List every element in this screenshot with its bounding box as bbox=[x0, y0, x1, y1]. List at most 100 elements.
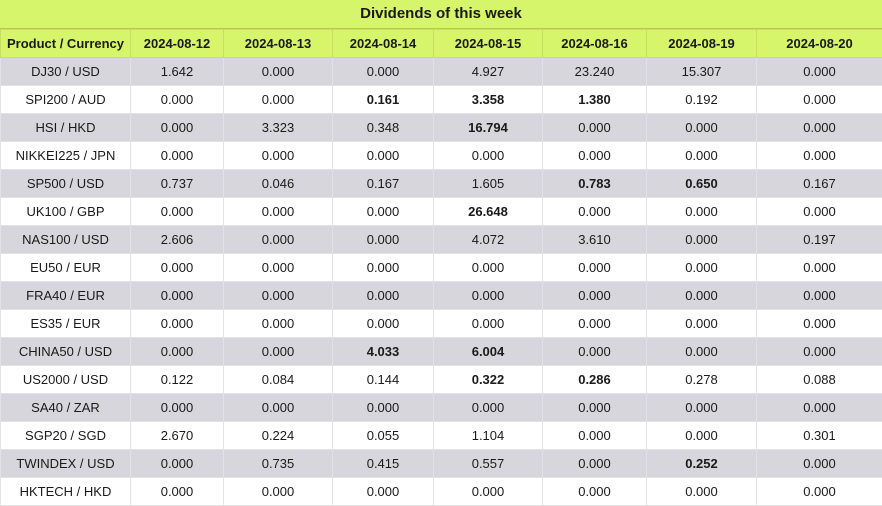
dividend-cell: 0.000 bbox=[224, 58, 333, 86]
product-cell: HKTECH / HKD bbox=[1, 478, 131, 506]
dividend-cell: 0.000 bbox=[333, 198, 434, 226]
dividend-cell: 0.161 bbox=[333, 86, 434, 114]
dividend-cell: 0.122 bbox=[131, 366, 224, 394]
dividend-cell: 0.000 bbox=[647, 394, 757, 422]
dividend-cell: 0.278 bbox=[647, 366, 757, 394]
product-cell: HSI / HKD bbox=[1, 114, 131, 142]
dividend-cell: 4.927 bbox=[434, 58, 543, 86]
dividend-cell: 0.000 bbox=[543, 338, 647, 366]
dividend-cell: 0.000 bbox=[757, 114, 882, 142]
dividend-cell: 0.000 bbox=[434, 142, 543, 170]
dividend-cell: 3.610 bbox=[543, 226, 647, 254]
dividend-cell: 0.000 bbox=[333, 226, 434, 254]
dividend-cell: 0.000 bbox=[757, 310, 882, 338]
dividend-cell: 3.358 bbox=[434, 86, 543, 114]
product-cell: UK100 / GBP bbox=[1, 198, 131, 226]
dividend-cell: 0.286 bbox=[543, 366, 647, 394]
dividend-cell: 1.642 bbox=[131, 58, 224, 86]
product-cell: ES35 / EUR bbox=[1, 310, 131, 338]
dividend-cell: 0.650 bbox=[647, 170, 757, 198]
dividend-cell: 0.000 bbox=[224, 226, 333, 254]
column-header-date: 2024-08-16 bbox=[543, 30, 647, 58]
dividend-cell: 0.000 bbox=[131, 198, 224, 226]
dividend-cell: 0.000 bbox=[647, 198, 757, 226]
dividend-cell: 0.000 bbox=[434, 282, 543, 310]
product-cell: SP500 / USD bbox=[1, 170, 131, 198]
dividend-cell: 0.000 bbox=[333, 478, 434, 506]
dividend-cell: 0.000 bbox=[224, 254, 333, 282]
dividend-cell: 6.004 bbox=[434, 338, 543, 366]
dividend-cell: 0.783 bbox=[543, 170, 647, 198]
dividend-cell: 0.192 bbox=[647, 86, 757, 114]
dividend-cell: 0.000 bbox=[647, 422, 757, 450]
dividend-cell: 0.000 bbox=[224, 142, 333, 170]
dividend-cell: 0.000 bbox=[333, 310, 434, 338]
dividend-cell: 0.737 bbox=[131, 170, 224, 198]
dividend-cell: 0.055 bbox=[333, 422, 434, 450]
dividend-cell: 0.000 bbox=[224, 86, 333, 114]
dividend-cell: 2.606 bbox=[131, 226, 224, 254]
dividend-cell: 0.000 bbox=[131, 142, 224, 170]
dividend-cell: 0.000 bbox=[757, 394, 882, 422]
dividend-cell: 0.000 bbox=[434, 394, 543, 422]
dividend-cell: 0.000 bbox=[333, 142, 434, 170]
dividend-cell: 0.000 bbox=[434, 310, 543, 338]
dividend-cell: 0.000 bbox=[543, 282, 647, 310]
product-cell: NAS100 / USD bbox=[1, 226, 131, 254]
column-header-date: 2024-08-12 bbox=[131, 30, 224, 58]
dividend-cell: 0.000 bbox=[224, 478, 333, 506]
dividend-cell: 0.000 bbox=[757, 450, 882, 478]
dividend-cell: 4.072 bbox=[434, 226, 543, 254]
dividend-cell: 0.000 bbox=[543, 422, 647, 450]
product-cell: SPI200 / AUD bbox=[1, 86, 131, 114]
dividend-cell: 0.088 bbox=[757, 366, 882, 394]
dividend-cell: 0.000 bbox=[647, 282, 757, 310]
dividend-cell: 0.000 bbox=[543, 114, 647, 142]
dividend-cell: 0.000 bbox=[647, 142, 757, 170]
dividend-cell: 0.167 bbox=[333, 170, 434, 198]
dividend-cell: 4.033 bbox=[333, 338, 434, 366]
dividend-cell: 0.000 bbox=[131, 338, 224, 366]
dividend-cell: 0.000 bbox=[647, 254, 757, 282]
column-header-date: 2024-08-14 bbox=[333, 30, 434, 58]
dividend-cell: 16.794 bbox=[434, 114, 543, 142]
dividend-cell: 0.000 bbox=[543, 450, 647, 478]
dividend-cell: 0.000 bbox=[131, 310, 224, 338]
dividend-cell: 0.301 bbox=[757, 422, 882, 450]
dividend-cell: 0.000 bbox=[224, 338, 333, 366]
product-cell: US2000 / USD bbox=[1, 366, 131, 394]
dividend-cell: 26.648 bbox=[434, 198, 543, 226]
product-cell: FRA40 / EUR bbox=[1, 282, 131, 310]
column-header-date: 2024-08-19 bbox=[647, 30, 757, 58]
dividend-cell: 0.000 bbox=[757, 282, 882, 310]
column-header-date: 2024-08-15 bbox=[434, 30, 543, 58]
column-header-date: 2024-08-13 bbox=[224, 30, 333, 58]
dividend-cell: 0.000 bbox=[757, 338, 882, 366]
product-cell: SGP20 / SGD bbox=[1, 422, 131, 450]
product-cell: CHINA50 / USD bbox=[1, 338, 131, 366]
dividend-cell: 0.084 bbox=[224, 366, 333, 394]
dividend-cell: 0.000 bbox=[757, 58, 882, 86]
dividend-cell: 0.000 bbox=[333, 254, 434, 282]
dividend-cell: 0.735 bbox=[224, 450, 333, 478]
dividend-cell: 1.104 bbox=[434, 422, 543, 450]
dividend-cell: 0.000 bbox=[647, 338, 757, 366]
dividend-cell: 0.197 bbox=[757, 226, 882, 254]
table-title: Dividends of this week bbox=[0, 0, 882, 29]
dividend-cell: 0.167 bbox=[757, 170, 882, 198]
dividend-cell: 0.000 bbox=[131, 478, 224, 506]
dividends-widget: Dividends of this week Product / Currenc… bbox=[0, 0, 882, 469]
dividend-cell: 0.000 bbox=[543, 478, 647, 506]
